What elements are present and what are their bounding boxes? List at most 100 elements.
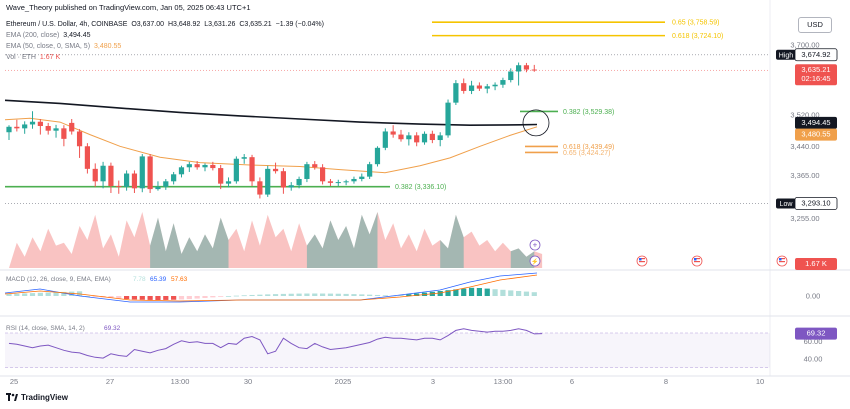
publisher-line: Wave_Theory published on TradingView.com… — [6, 3, 251, 12]
candle-body — [100, 165, 106, 182]
x-tick-label: 27 — [106, 377, 114, 386]
macd-hist-bar — [351, 294, 357, 296]
macd-hist-bar — [218, 296, 224, 297]
macd-hist-bar — [233, 295, 239, 297]
candle-body — [131, 173, 138, 189]
ema200-tag-text: 3,494.45 — [801, 118, 830, 127]
macd-hist-bar — [171, 296, 177, 300]
volume-area-up-0 — [150, 217, 229, 268]
rsi-tick-label: 60.00 — [804, 337, 823, 346]
x-tick-label: 10 — [756, 377, 764, 386]
ema200-label: EMA (200, close) — [6, 32, 60, 39]
candle-body — [492, 84, 498, 87]
candle-body — [304, 164, 310, 179]
candle-body — [312, 164, 318, 168]
macd-hist-value: 7.78 — [133, 276, 146, 283]
macd-hist-bar — [178, 296, 185, 300]
ema200-tag-bg — [795, 116, 837, 129]
macd-hist-bar — [202, 296, 208, 298]
candle-body — [453, 83, 459, 103]
candle-body — [210, 164, 216, 169]
macd-hist-bar — [272, 294, 279, 296]
candle-body — [437, 135, 443, 141]
fib-mid-065-label: 0.65 (3,424.27) — [563, 150, 610, 157]
fib-top-label: 0.65 (3,758.59) — [672, 20, 719, 27]
low-tag-label-bg — [776, 198, 796, 209]
x-tick-label: 2025 — [335, 377, 352, 386]
rsi-tick-label: 40.00 — [804, 355, 823, 364]
us-flag-canton — [694, 258, 697, 261]
ema50-tag-bg — [795, 128, 837, 141]
macd-hist-bar — [194, 296, 200, 299]
ohlc-high: H3,648.92 — [168, 21, 201, 28]
ema50-tag-text: 3,480.55 — [801, 130, 830, 139]
candle-body — [61, 128, 67, 139]
candle-body — [37, 121, 43, 127]
ohlc-low: L3,631.26 — [204, 21, 236, 28]
rsi-line — [8, 328, 543, 359]
x-tick-label: 3 — [431, 377, 435, 386]
macd-hist-bar — [45, 292, 51, 296]
macd-hist-bar — [382, 295, 388, 297]
candle-body — [523, 65, 530, 70]
macd-hist-bar — [508, 290, 514, 296]
candle-body — [6, 126, 12, 133]
candle-body — [139, 156, 145, 189]
legend-ema50[interactable]: EMA (50, close, 0, SMA, 5) 3,480.55 — [6, 42, 123, 52]
x-tick-label: 30 — [244, 377, 252, 386]
candle-body — [390, 131, 396, 135]
plus-icon-glyph: + — [533, 241, 538, 250]
candle-body — [14, 126, 20, 129]
volume-tag-bg — [795, 258, 837, 270]
candle-body — [147, 156, 153, 190]
us-flag-stripe — [779, 261, 785, 263]
macd-hist-bar — [29, 293, 36, 296]
rsi-tag-text: 69.32 — [807, 329, 826, 338]
candle-body — [327, 181, 334, 183]
low-tag-label: Low — [780, 201, 794, 208]
macd-tick-label: 0.00 — [806, 292, 821, 301]
high-tag-label-bg — [776, 49, 796, 60]
macd-hist-bar — [280, 293, 286, 296]
macd-hist-bar — [53, 292, 59, 296]
candle-body — [45, 126, 51, 131]
volume-area-up-2 — [440, 214, 464, 268]
macd-hist-bar — [320, 293, 326, 296]
fib-mid-0618-label: 0.618 (3,439.49) — [563, 144, 614, 151]
macd-hist-bar — [414, 293, 420, 296]
macd-hist-bar — [69, 291, 75, 296]
candle-body — [421, 133, 428, 143]
volume-area-up-3 — [510, 248, 535, 268]
candle-body — [359, 176, 365, 179]
legend-volume[interactable]: Vol · ETH 1.67 K — [6, 53, 62, 63]
legend-ema200[interactable]: EMA (200, close) 3,494.45 — [6, 31, 93, 41]
macd-hist-bar — [288, 293, 294, 296]
macd-hist-bar — [437, 291, 443, 296]
fib-mid-0382-label: 0.382 (3,529.38) — [563, 109, 614, 116]
macd-hist-bar — [139, 296, 145, 300]
us-flag-stripe — [779, 258, 785, 260]
macd-hist-bar — [304, 293, 310, 296]
ema200-value: 3,494.45 — [63, 32, 91, 39]
macd-hist-bar — [367, 294, 373, 296]
symbol-title[interactable]: Ethereum / U.S. Dollar, 4h, COINBASE — [6, 21, 128, 28]
crossover-circle — [522, 109, 550, 137]
ema200-line — [4, 99, 538, 127]
volume-tag-text: 1.67 K — [805, 259, 827, 268]
volume-value: 1.67 K — [39, 54, 61, 61]
macd-hist-bar — [257, 294, 263, 296]
macd-hist-bar — [225, 296, 232, 297]
candle-body — [351, 178, 357, 182]
macd-hist-bar — [492, 289, 498, 296]
price-tick-label: 3,365.00 — [790, 171, 819, 180]
macd-hist-bar — [359, 294, 365, 296]
candle-body — [171, 174, 177, 182]
macd-hist-bar — [516, 291, 522, 296]
x-tick-label: 13:00 — [171, 377, 190, 386]
price-tick-label: 3,520.00 — [790, 111, 819, 120]
currency-button[interactable]: USD — [798, 17, 832, 33]
candle-body — [343, 181, 349, 183]
candle-body — [374, 147, 381, 165]
tradingview-brand[interactable]: TradingView — [6, 393, 68, 402]
